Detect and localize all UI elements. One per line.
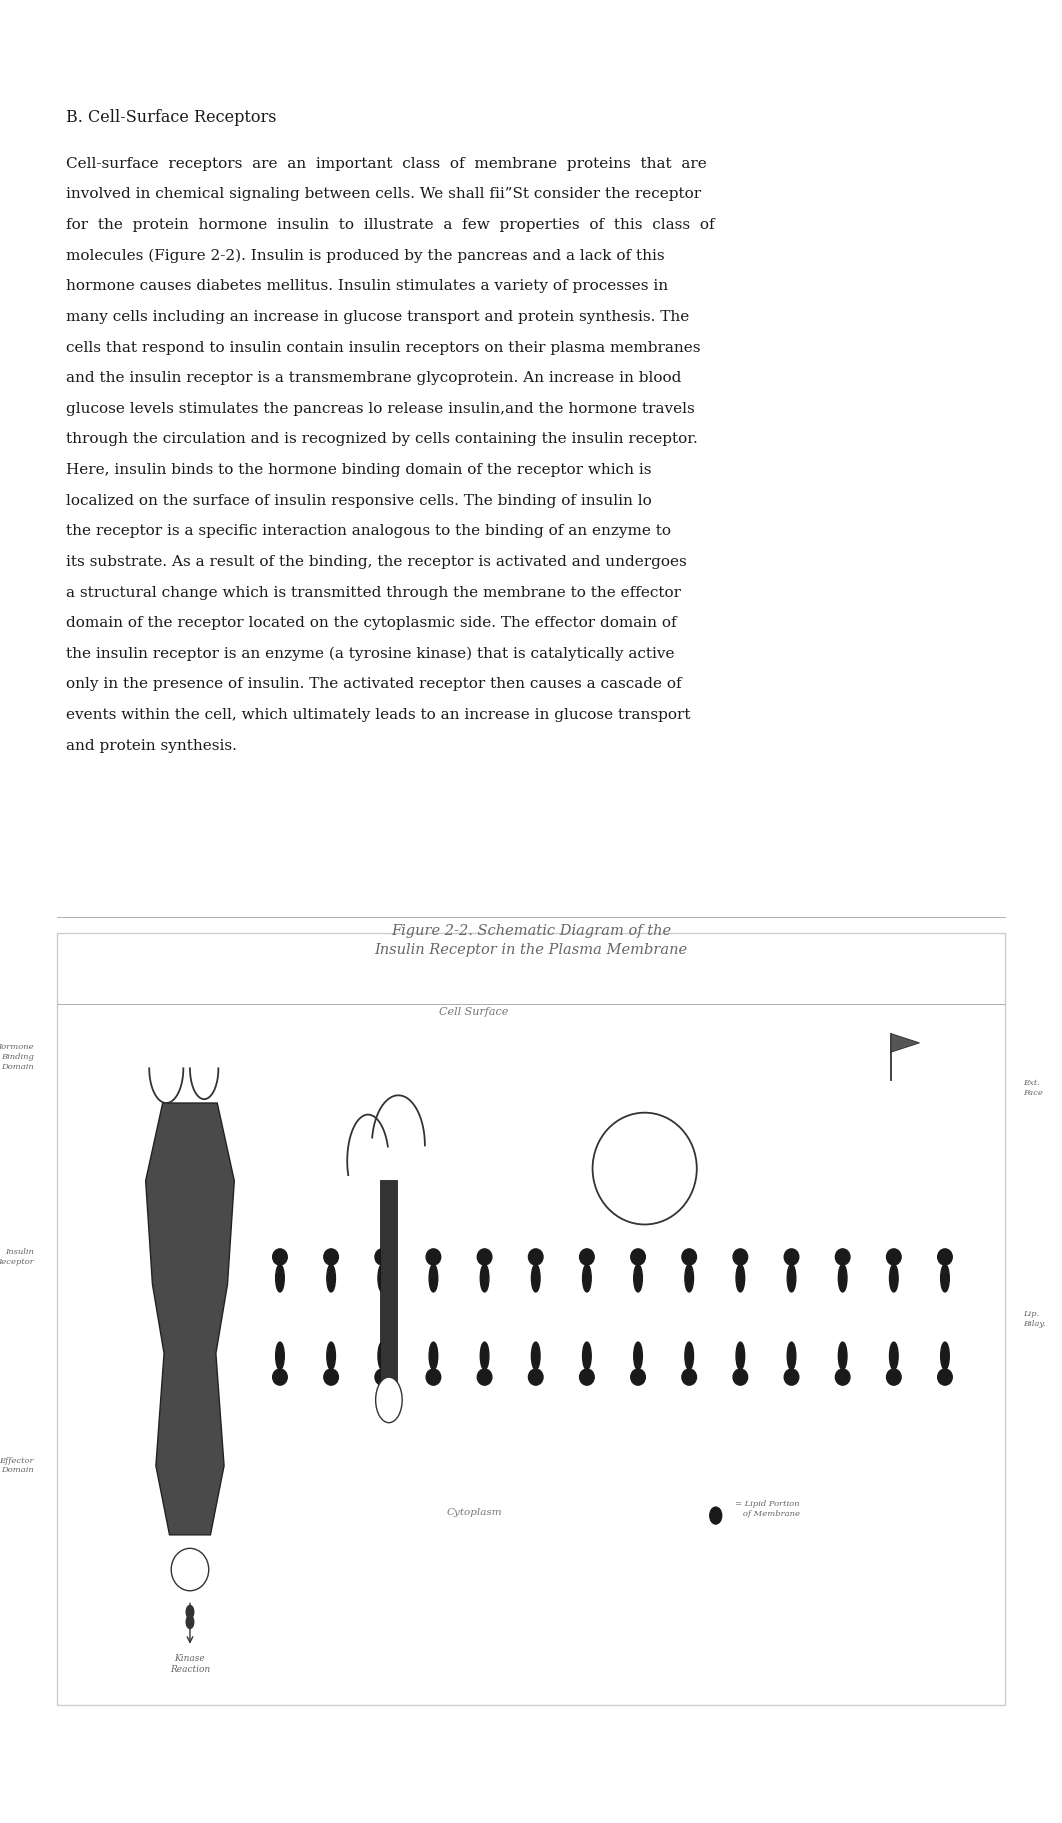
Text: Cell Surface: Cell Surface bbox=[440, 1006, 509, 1017]
Text: its substrate. As a result of the binding, the receptor is activated and undergo: its substrate. As a result of the bindin… bbox=[66, 554, 687, 569]
Text: involved in chemical signaling between cells. We shall fii”St consider the recep: involved in chemical signaling between c… bbox=[66, 188, 701, 201]
Ellipse shape bbox=[890, 1342, 898, 1369]
Bar bbox=[380, 1179, 397, 1396]
Ellipse shape bbox=[378, 1265, 387, 1293]
Text: localized on the surface of insulin responsive cells. The binding of insulin lo: localized on the surface of insulin resp… bbox=[66, 494, 652, 507]
Ellipse shape bbox=[593, 1112, 697, 1225]
Ellipse shape bbox=[941, 1265, 949, 1293]
Circle shape bbox=[376, 1376, 402, 1422]
Ellipse shape bbox=[890, 1265, 898, 1293]
Ellipse shape bbox=[480, 1342, 489, 1369]
Ellipse shape bbox=[580, 1369, 594, 1385]
Text: for  the  protein  hormone  insulin  to  illustrate  a  few  properties  of  thi: for the protein hormone insulin to illus… bbox=[66, 219, 715, 232]
Text: = Lipid Portion
   of Membrane: = Lipid Portion of Membrane bbox=[735, 1500, 800, 1519]
Ellipse shape bbox=[529, 1249, 543, 1265]
Ellipse shape bbox=[787, 1342, 795, 1369]
Text: domain of the receptor located on the cytoplasmic side. The effector domain of: domain of the receptor located on the cy… bbox=[66, 616, 676, 631]
Text: cells that respond to insulin contain insulin receptors on their plasma membrane: cells that respond to insulin contain in… bbox=[66, 341, 700, 354]
Polygon shape bbox=[145, 1103, 235, 1535]
Text: the insulin receptor is an enzyme (a tyrosine kinase) that is catalytically acti: the insulin receptor is an enzyme (a tyr… bbox=[66, 647, 674, 662]
Ellipse shape bbox=[429, 1342, 438, 1369]
Ellipse shape bbox=[378, 1342, 387, 1369]
Ellipse shape bbox=[477, 1249, 492, 1265]
Ellipse shape bbox=[685, 1342, 693, 1369]
Ellipse shape bbox=[941, 1342, 949, 1369]
Ellipse shape bbox=[631, 1249, 646, 1265]
Text: B. Cell-Surface Receptors: B. Cell-Surface Receptors bbox=[66, 109, 276, 126]
Ellipse shape bbox=[375, 1369, 390, 1385]
Ellipse shape bbox=[580, 1249, 594, 1265]
Text: Effector
Domain: Effector Domain bbox=[0, 1457, 34, 1475]
Circle shape bbox=[186, 1615, 193, 1628]
Ellipse shape bbox=[583, 1265, 592, 1293]
Ellipse shape bbox=[529, 1369, 543, 1385]
Text: and the insulin receptor is a transmembrane glycoprotein. An increase in blood: and the insulin receptor is a transmembr… bbox=[66, 372, 681, 385]
Ellipse shape bbox=[324, 1369, 339, 1385]
Ellipse shape bbox=[477, 1369, 492, 1385]
Ellipse shape bbox=[327, 1342, 336, 1369]
Ellipse shape bbox=[634, 1265, 643, 1293]
Text: the receptor is a specific interaction analogous to the binding of an enzyme to: the receptor is a specific interaction a… bbox=[66, 525, 671, 538]
Text: events within the cell, which ultimately leads to an increase in glucose transpo: events within the cell, which ultimately… bbox=[66, 707, 690, 722]
Ellipse shape bbox=[736, 1265, 744, 1293]
Circle shape bbox=[186, 1606, 193, 1619]
Ellipse shape bbox=[682, 1369, 697, 1385]
Text: glucose levels stimulates the pancreas lo release insulin,and the hormone travel: glucose levels stimulates the pancreas l… bbox=[66, 401, 695, 416]
Ellipse shape bbox=[480, 1265, 489, 1293]
Ellipse shape bbox=[736, 1342, 744, 1369]
Ellipse shape bbox=[938, 1249, 953, 1265]
Polygon shape bbox=[891, 1034, 920, 1052]
Ellipse shape bbox=[836, 1249, 850, 1265]
Ellipse shape bbox=[375, 1249, 390, 1265]
Text: a structural change which is transmitted through the membrane to the effector: a structural change which is transmitted… bbox=[66, 585, 681, 600]
Ellipse shape bbox=[273, 1249, 287, 1265]
Ellipse shape bbox=[787, 1265, 795, 1293]
Ellipse shape bbox=[583, 1342, 592, 1369]
Ellipse shape bbox=[429, 1265, 438, 1293]
Ellipse shape bbox=[784, 1249, 799, 1265]
Ellipse shape bbox=[426, 1249, 441, 1265]
Ellipse shape bbox=[838, 1265, 847, 1293]
Ellipse shape bbox=[838, 1342, 847, 1369]
Ellipse shape bbox=[685, 1265, 693, 1293]
Ellipse shape bbox=[171, 1548, 209, 1591]
Ellipse shape bbox=[887, 1369, 902, 1385]
Ellipse shape bbox=[634, 1342, 643, 1369]
Text: molecules (Figure 2-2). Insulin is produced by the pancreas and a lack of this: molecules (Figure 2-2). Insulin is produ… bbox=[66, 248, 665, 263]
Ellipse shape bbox=[327, 1265, 336, 1293]
Ellipse shape bbox=[733, 1249, 748, 1265]
Ellipse shape bbox=[784, 1369, 799, 1385]
Ellipse shape bbox=[276, 1265, 285, 1293]
Ellipse shape bbox=[276, 1342, 285, 1369]
Text: Insulin
Receptor: Insulin Receptor bbox=[0, 1249, 34, 1267]
Ellipse shape bbox=[324, 1249, 339, 1265]
Text: many cells including an increase in glucose transport and protein synthesis. The: many cells including an increase in gluc… bbox=[66, 310, 689, 324]
Ellipse shape bbox=[531, 1265, 541, 1293]
Text: through the circulation and is recognized by cells containing the insulin recept: through the circulation and is recognize… bbox=[66, 432, 698, 447]
Text: Hormone
Binding
Domain: Hormone Binding Domain bbox=[0, 1043, 34, 1070]
Text: Kinase
Reaction: Kinase Reaction bbox=[170, 1655, 210, 1675]
Text: Ext.
Face: Ext. Face bbox=[1024, 1079, 1044, 1096]
Ellipse shape bbox=[887, 1249, 902, 1265]
Ellipse shape bbox=[426, 1369, 441, 1385]
FancyBboxPatch shape bbox=[57, 933, 1005, 1705]
Text: Here, insulin binds to the hormone binding domain of the receptor which is: Here, insulin binds to the hormone bindi… bbox=[66, 463, 651, 478]
Ellipse shape bbox=[531, 1342, 541, 1369]
Ellipse shape bbox=[733, 1369, 748, 1385]
Ellipse shape bbox=[938, 1369, 953, 1385]
Text: Cytoplasm: Cytoplasm bbox=[446, 1508, 502, 1517]
Text: and protein synthesis.: and protein synthesis. bbox=[66, 738, 237, 753]
Ellipse shape bbox=[682, 1249, 697, 1265]
Ellipse shape bbox=[631, 1369, 646, 1385]
Text: only in the presence of insulin. The activated receptor then causes a cascade of: only in the presence of insulin. The act… bbox=[66, 678, 682, 691]
Ellipse shape bbox=[273, 1369, 287, 1385]
Ellipse shape bbox=[709, 1508, 722, 1524]
Text: Figure 2-2. Schematic Diagram of the
Insulin Receptor in the Plasma Membrane: Figure 2-2. Schematic Diagram of the Ins… bbox=[375, 924, 687, 957]
Text: Cell-surface  receptors  are  an  important  class  of  membrane  proteins  that: Cell-surface receptors are an important … bbox=[66, 157, 706, 171]
Text: Lip.
Bilay.: Lip. Bilay. bbox=[1024, 1311, 1046, 1327]
Ellipse shape bbox=[836, 1369, 850, 1385]
Text: hormone causes diabetes mellitus. Insulin stimulates a variety of processes in: hormone causes diabetes mellitus. Insuli… bbox=[66, 279, 668, 294]
